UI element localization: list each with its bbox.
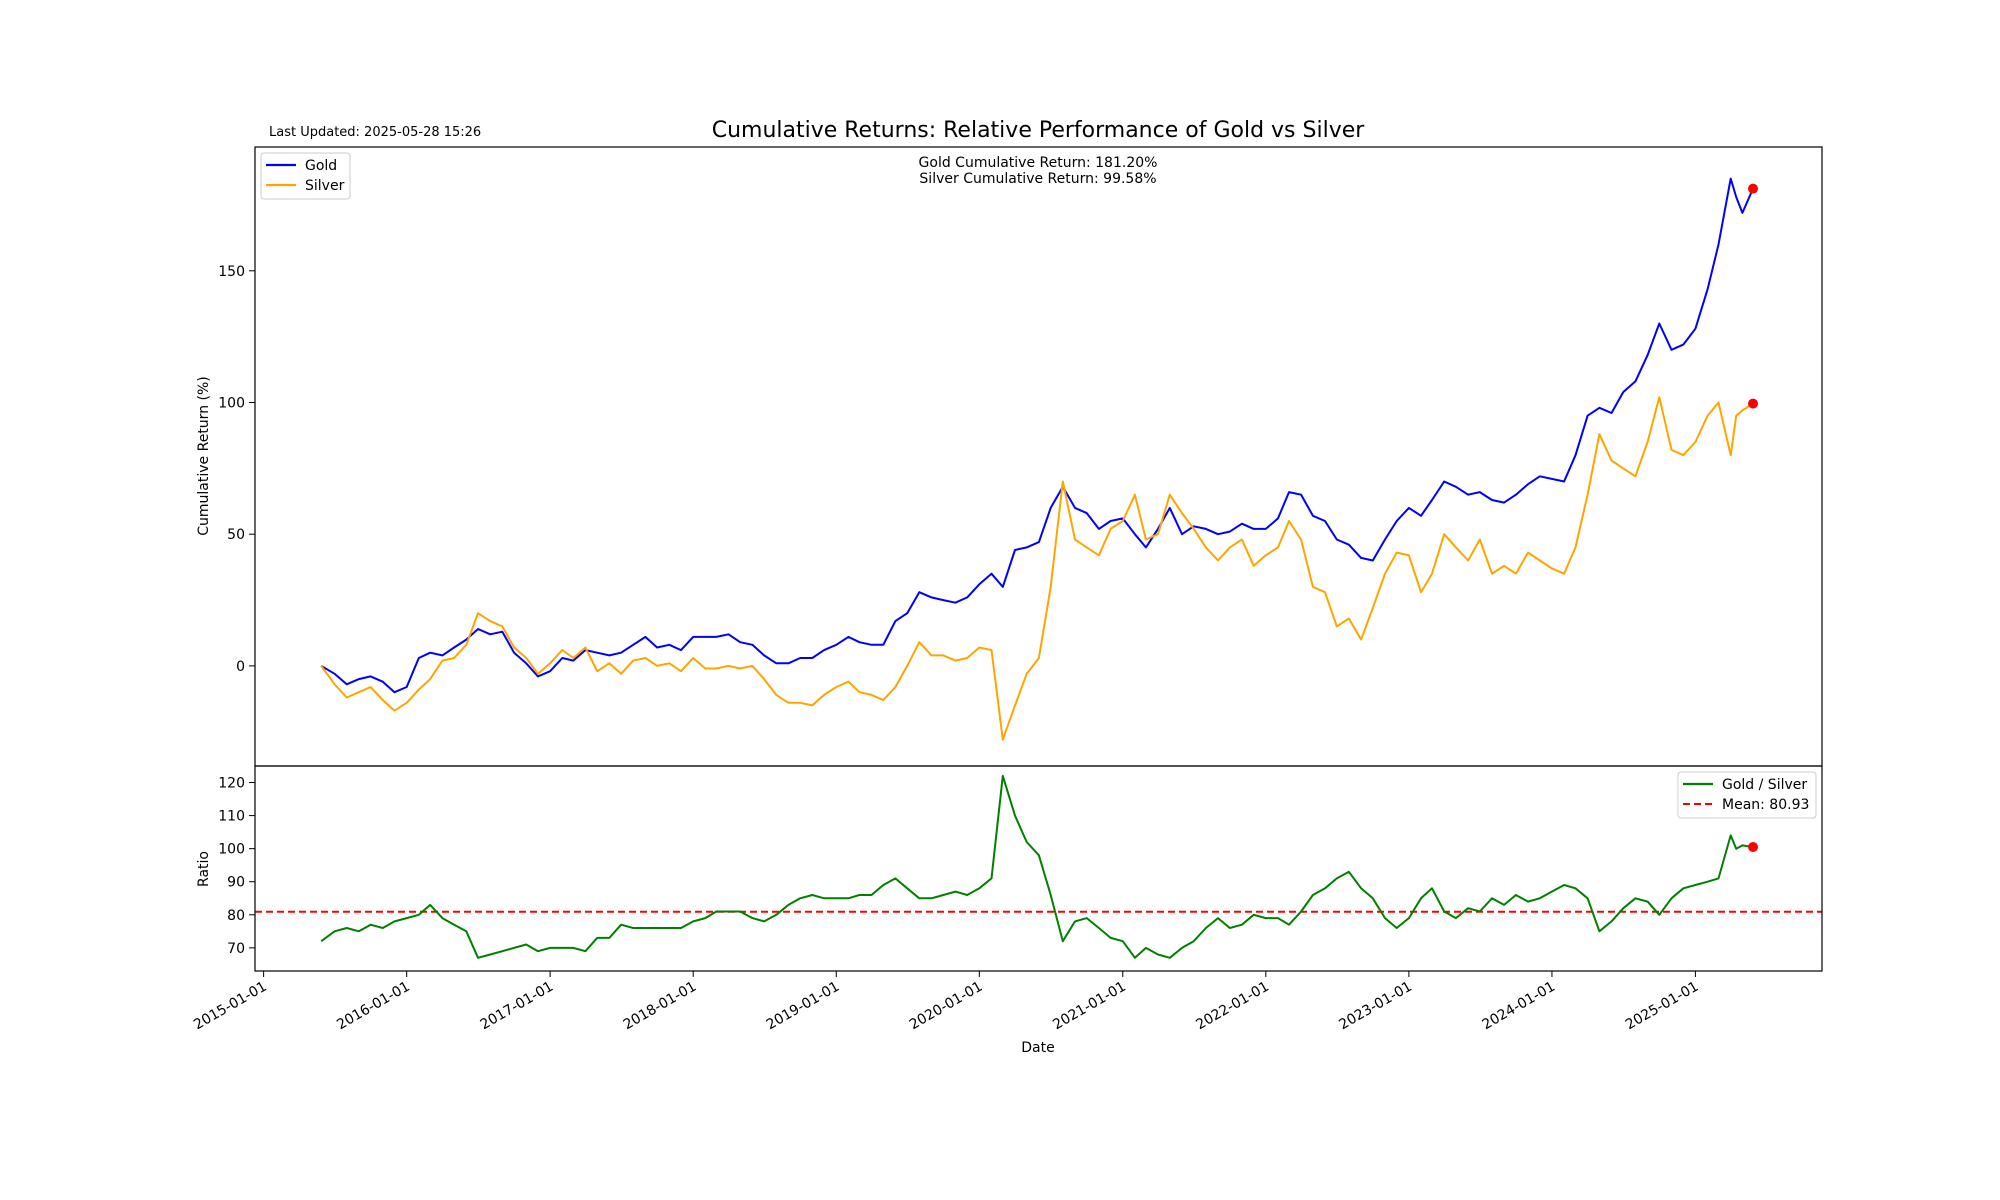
x-axis-label: Date — [1021, 1040, 1054, 1056]
ratio-panel-frame — [254, 765, 1823, 972]
returns-panel: 0 50 100 150 Cumulative Return (%) Gold Cum… — [196, 146, 1823, 767]
ratio-y-tick-label: 120 — [218, 776, 245, 792]
chart-title: Cumulative Returns: Relative Performance… — [712, 118, 1366, 143]
ratio-y-tick-label: 80 — [227, 908, 245, 924]
x-tick-label: 2023-01-01 — [1336, 979, 1414, 1034]
x-tick-label: 2022-01-01 — [1193, 979, 1271, 1034]
x-tick-label: 2019-01-01 — [764, 979, 842, 1034]
legend-gold-label: Gold — [305, 158, 337, 174]
x-tick-label: 2017-01-01 — [478, 979, 556, 1034]
x-tick-label: 2015-01-01 — [191, 979, 269, 1034]
ratio-y-tick-label: 110 — [218, 809, 245, 825]
ratio-y-tick-label: 90 — [227, 875, 245, 891]
returns-y-tick-label: 0 — [236, 659, 245, 675]
ratio-y-tick-label: 70 — [227, 941, 245, 957]
silver-series-line — [320, 396, 1754, 741]
x-tick-label: 2024-01-01 — [1479, 979, 1557, 1034]
returns-panel-frame — [254, 146, 1823, 767]
legend-ratio-label: Gold / Silver — [1722, 777, 1807, 793]
x-tick-label: 2018-01-01 — [621, 979, 699, 1034]
returns-y-tick-label: 50 — [227, 527, 245, 543]
legend-silver-label: Silver — [305, 178, 345, 194]
returns-legend: Gold Silver — [260, 152, 351, 200]
silver-latest-marker — [1748, 398, 1759, 409]
x-tick-label: 2021-01-01 — [1050, 979, 1128, 1034]
x-tick-label: 2020-01-01 — [907, 979, 985, 1034]
gold-silver-series-line — [320, 774, 1754, 959]
gold-return-annotation: Gold Cumulative Return: 181.20% — [919, 155, 1158, 171]
gold-latest-marker — [1748, 183, 1759, 194]
ratio-panel: 70 80 90 100 110 120 2015-01-01 2016-01-01 2017… — [191, 765, 1823, 1056]
returns-y-tick-label: 100 — [218, 396, 245, 412]
x-tick-label: 2025-01-01 — [1623, 979, 1701, 1034]
x-tick-label: 2016-01-01 — [334, 979, 412, 1034]
legend-mean-label: Mean: 80.93 — [1722, 797, 1809, 813]
silver-return-annotation: Silver Cumulative Return: 99.58% — [919, 171, 1156, 187]
ratio-legend: Gold / Silver Mean: 80.93 — [1677, 771, 1817, 819]
returns-y-axis-label: Cumulative Return (%) — [196, 376, 212, 536]
gold-series-line — [320, 177, 1754, 694]
gold-silver-latest-marker — [1748, 842, 1759, 853]
last-updated-label: Last Updated: 2025-05-28 15:26 — [269, 125, 481, 140]
ratio-y-axis-label: Ratio — [196, 851, 212, 887]
returns-y-tick-label: 150 — [218, 264, 245, 280]
ratio-y-tick-label: 100 — [218, 842, 245, 858]
